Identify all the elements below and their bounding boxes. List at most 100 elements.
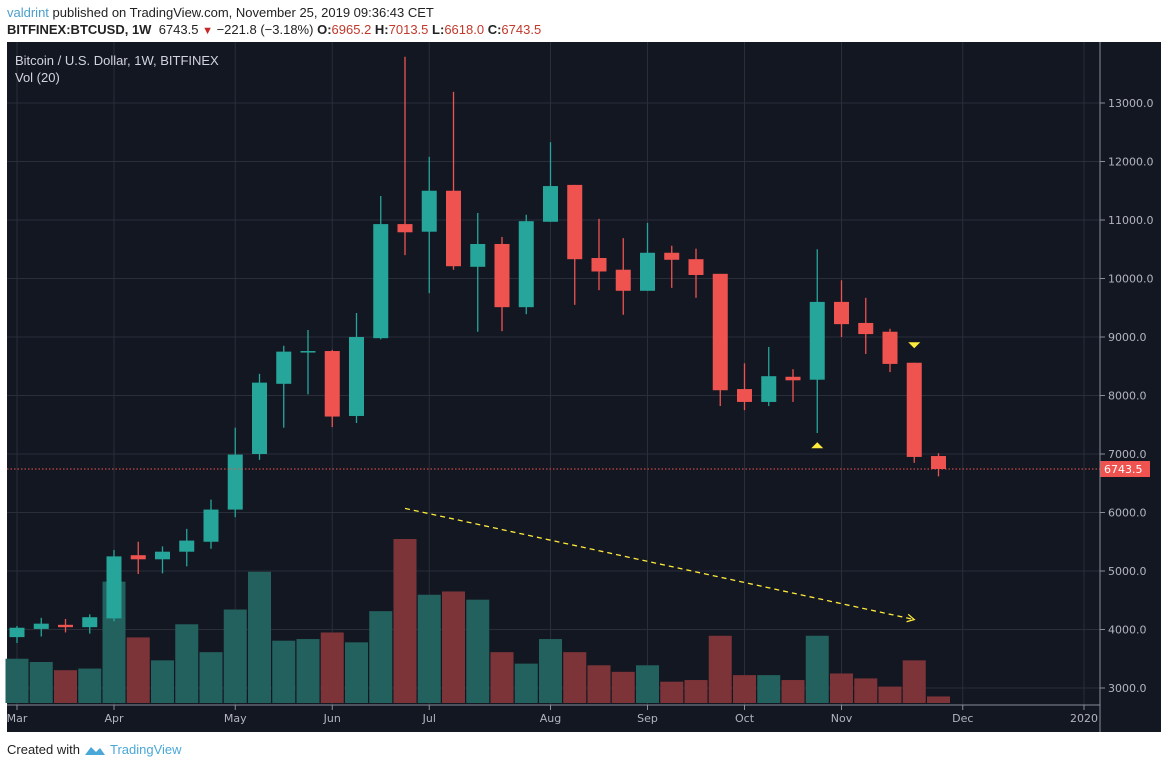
candle-body <box>470 243 486 267</box>
candle-body <box>494 243 510 308</box>
candle <box>882 328 898 373</box>
time-tick-label: Nov <box>831 712 853 725</box>
down-triangle-icon: ▼ <box>202 25 213 37</box>
candle-body <box>446 190 461 267</box>
volume-bar <box>854 678 878 703</box>
candle-body <box>9 627 25 638</box>
created-with-text: Created with <box>7 742 80 757</box>
volume-bar <box>248 571 271 703</box>
footer: Created with TradingView <box>7 742 182 757</box>
candle <box>664 245 680 288</box>
open-value: 6965.2 <box>331 22 372 37</box>
volume-bar <box>636 665 659 703</box>
candle <box>931 453 946 477</box>
candle-body <box>664 252 680 260</box>
candle <box>33 617 49 637</box>
trendline-arrowhead-icon <box>906 613 916 623</box>
volume-bar <box>514 663 538 703</box>
up-arrow-marker-icon <box>811 442 824 449</box>
volume-bar <box>781 680 805 703</box>
candle-body <box>906 362 922 457</box>
candle <box>712 273 728 407</box>
price-tick-label: 3000.0 <box>1108 682 1147 695</box>
candle-body <box>276 351 292 384</box>
time-tick-label: Mar <box>7 712 28 725</box>
candle-body <box>300 351 316 353</box>
price-change: −221.8 (−3.18%) <box>216 22 314 37</box>
candle-body <box>373 224 389 339</box>
volume-bar <box>417 594 441 703</box>
volume-bar <box>733 675 756 703</box>
volume-bar <box>830 673 853 703</box>
symbol: BITFINEX:BTCUSD, 1W <box>7 22 152 37</box>
series-legend: Bitcoin / U.S. Dollar, 1W, BITFINEX <box>15 53 219 68</box>
candle-body <box>203 509 219 542</box>
volume-legend: Vol (20) <box>15 70 60 85</box>
volume-bar <box>660 681 684 703</box>
published-text: published on TradingView.com, November 2… <box>52 5 434 20</box>
candle <box>179 528 195 567</box>
candle <box>155 546 170 574</box>
last-price-badge <box>1100 461 1150 478</box>
candle-body <box>82 617 98 628</box>
candle-body <box>155 551 170 560</box>
candle <box>9 625 25 643</box>
volume-bar <box>684 680 708 703</box>
candle-body <box>809 301 825 380</box>
volume-bar <box>29 662 53 703</box>
volume-bar <box>78 668 102 703</box>
volume-bar <box>54 670 77 703</box>
candle <box>688 248 704 298</box>
volume-bar <box>151 660 174 703</box>
close-value: 6743.5 <box>501 22 542 37</box>
candle <box>300 329 316 395</box>
down-arrow-marker-icon <box>908 342 921 349</box>
candle <box>737 363 752 411</box>
volume-bar <box>296 639 320 703</box>
chart-background <box>7 42 1161 732</box>
volume-bar <box>587 665 611 703</box>
candle-body <box>931 456 946 470</box>
candle <box>858 297 874 354</box>
last-price-label: 6743.5 <box>1104 463 1143 476</box>
tradingview-link[interactable]: TradingView <box>109 742 182 757</box>
candle-body <box>834 301 849 325</box>
volume-bar <box>563 652 587 703</box>
candle-body <box>640 252 655 291</box>
candle <box>203 499 219 549</box>
time-tick-label: 2020 <box>1070 712 1098 725</box>
candle <box>58 618 73 633</box>
price-tick-label: 4000.0 <box>1108 624 1147 637</box>
price-tick-label: 9000.0 <box>1108 331 1147 344</box>
publish-info: valdrint published on TradingView.com, N… <box>7 5 434 20</box>
candle-body <box>324 351 340 417</box>
candle-body <box>591 258 607 272</box>
volume-bar <box>320 632 344 703</box>
candle-body <box>58 624 73 628</box>
candle-body <box>397 224 413 233</box>
price-tick-label: 5000.0 <box>1108 565 1147 578</box>
price-tick-label: 11000.0 <box>1108 214 1154 227</box>
candle-body <box>33 623 49 629</box>
candle-body <box>615 269 631 291</box>
candle-body <box>712 273 728 391</box>
low-label: L: <box>432 22 445 37</box>
time-tick-label: Sep <box>637 712 658 725</box>
candle <box>615 238 631 315</box>
author-link[interactable]: valdrint <box>7 5 49 20</box>
price-tick-label: 12000.0 <box>1108 156 1154 169</box>
candle <box>906 362 922 463</box>
volume-bar <box>223 609 247 703</box>
candle <box>761 346 777 407</box>
volume-bar <box>393 539 417 703</box>
time-tick-label: May <box>224 712 247 725</box>
time-tick-label: Oct <box>735 712 755 725</box>
candle <box>252 373 267 460</box>
candle-body <box>761 376 777 402</box>
candle <box>785 369 801 402</box>
volume-bar <box>927 696 950 703</box>
volume-bar <box>757 675 781 703</box>
candle <box>349 313 364 423</box>
time-tick-label: Apr <box>104 712 124 725</box>
